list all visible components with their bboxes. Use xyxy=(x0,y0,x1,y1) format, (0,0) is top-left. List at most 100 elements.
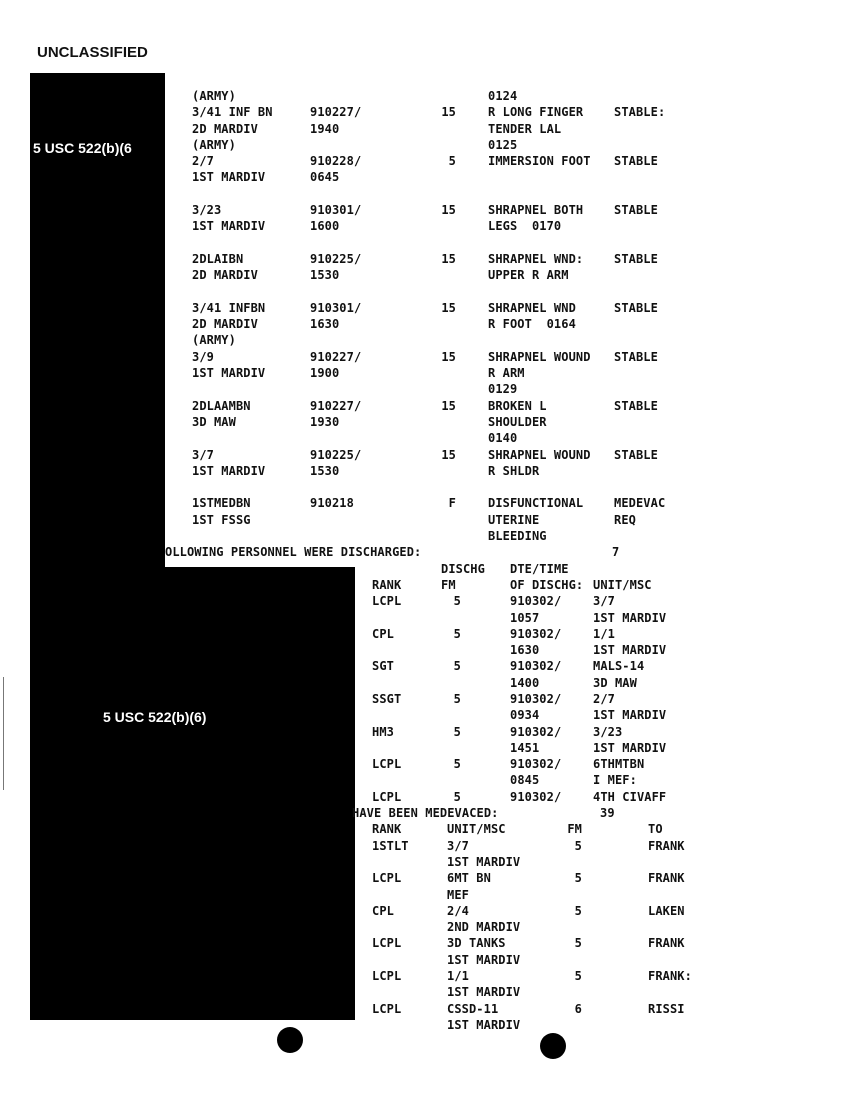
casualty-row-cell: STABLE xyxy=(614,447,658,462)
medevaced-row-cell: 5 xyxy=(574,871,582,886)
medevaced-row-cell: MEF xyxy=(447,887,469,902)
medevaced-row-cell: 1ST MARDIV xyxy=(447,985,521,1000)
discharged-row-cell: 5 xyxy=(453,757,461,772)
discharged-title: OLLOWING PERSONNEL WERE DISCHARGED: 7 xyxy=(0,545,850,561)
medevaced-header-cell: RANK xyxy=(372,822,402,837)
discharged-row: LCPL 5 910302/6THMTBN xyxy=(0,757,850,773)
casualty-row-cell: 2D MARDIV xyxy=(192,268,258,283)
discharged-row: 0934 1ST MARDIV xyxy=(0,708,850,724)
casualty-row-cell: 1940 xyxy=(310,121,340,136)
discharged-row-cell: LCPL xyxy=(372,757,402,772)
casualty-row-cell: 2D MARDIV xyxy=(192,121,258,136)
discharged-row-cell: LCPL xyxy=(372,594,402,609)
medevaced-row: 2ND MARDIV xyxy=(0,920,850,936)
discharged-header-cell: FM xyxy=(441,577,456,592)
discharged-row: 1057 1ST MARDIV xyxy=(0,611,850,627)
casualty-row-cell: SHOULDER xyxy=(488,414,547,429)
discharged-row-cell: MALS-14 xyxy=(593,659,645,674)
casualty-row: 3/41 INFBN 910301/15 SHRAPNEL WND STABLE xyxy=(0,301,850,317)
casualty-row: 1ST MARDIV 1600 LEGS 0170 xyxy=(0,219,850,235)
casualty-row-cell: SHRAPNEL WND xyxy=(488,300,576,315)
casualty-row-cell: 3D MAW xyxy=(192,414,236,429)
discharged-row-cell: 2/7 xyxy=(593,691,615,706)
medevaced-title-text: HAVE BEEN MEDEVACED: xyxy=(352,806,499,821)
medevaced-count: 39 xyxy=(600,806,615,821)
medevaced-row-cell: LCPL xyxy=(372,1001,402,1016)
casualty-row-cell: 3/41 INFBN xyxy=(192,300,266,315)
discharged-row-cell: SSGT xyxy=(372,691,402,706)
casualty-row-cell: 0125 xyxy=(488,137,518,152)
casualty-row: 3/7 910225/15 SHRAPNEL WOUND STABLE xyxy=(0,448,850,464)
medevaced-row-cell: 1/1 xyxy=(447,969,469,984)
discharged-row-cell: 0934 xyxy=(510,708,540,723)
casualty-row: 0129 xyxy=(0,382,850,398)
casualty-row-cell: 2/7 xyxy=(192,154,214,169)
casualty-row xyxy=(0,480,850,496)
casualty-row-cell: F xyxy=(448,496,456,511)
discharged-row-cell: 1ST MARDIV xyxy=(593,740,667,755)
discharged-row: 1400 3D MAW xyxy=(0,676,850,692)
casualty-row-cell: 1900 xyxy=(310,366,340,381)
casualty-row-cell: 910225/ xyxy=(310,251,362,266)
discharged-row-cell: 1451 xyxy=(510,740,540,755)
casualty-row-cell: 15 xyxy=(441,251,456,266)
medevaced-row-cell: LCPL xyxy=(372,871,402,886)
discharged-row-cell: 5 xyxy=(453,691,461,706)
casualty-row-cell: 1530 xyxy=(310,463,340,478)
casualty-row-cell: 910227/ xyxy=(310,105,362,120)
casualty-row-cell: 910301/ xyxy=(310,203,362,218)
medevaced-row-cell: 1ST MARDIV xyxy=(447,1017,521,1032)
casualty-row-cell: 910225/ xyxy=(310,447,362,462)
casualty-row-cell: BLEEDING xyxy=(488,529,547,544)
medevaced-row-cell: LCPL xyxy=(372,969,402,984)
discharged-row-cell: 1630 xyxy=(510,643,540,658)
casualty-row-cell: LEGS 0170 xyxy=(488,219,562,234)
discharged-row-cell: 910302/ xyxy=(510,789,562,804)
medevaced-row-cell: CPL xyxy=(372,903,394,918)
discharged-row-cell: 3D MAW xyxy=(593,675,637,690)
casualty-row-cell: SHRAPNEL WOUND xyxy=(488,447,591,462)
redaction-label-bottom: 5 USC 522(b)(6) xyxy=(103,709,207,725)
medevaced-row: LCPL CSSD-11 6 RISSI xyxy=(0,1002,850,1018)
discharged-header: DISCHG DTE/TIME xyxy=(0,562,850,578)
casualty-row-cell: 2DLAIBN xyxy=(192,251,244,266)
medevaced-row-cell: 1ST MARDIV xyxy=(447,854,521,869)
discharged-row-cell: 4TH CIVAFF xyxy=(593,789,667,804)
casualty-row: 1ST MARDIV 1530 R SHLDR xyxy=(0,464,850,480)
casualty-row-cell: UTERINE xyxy=(488,512,540,527)
discharged-row: LCPL 5 910302/4TH CIVAFF xyxy=(0,790,850,806)
medevaced-row: LCPL 1/1 5 FRANK: xyxy=(0,969,850,985)
casualty-row-cell: 1930 xyxy=(310,414,340,429)
casualty-row-cell: 1ST FSSG xyxy=(192,512,251,527)
discharged-row-cell: 910302/ xyxy=(510,626,562,641)
casualty-row-cell: REQ xyxy=(614,512,636,527)
casualty-row-cell: (ARMY) xyxy=(192,89,236,103)
medevaced-row-cell: LCPL xyxy=(372,936,402,951)
casualty-row-cell: STABLE xyxy=(614,203,658,218)
discharged-row: SSGT 5 910302/2/7 xyxy=(0,692,850,708)
casualty-row: 3/23 910301/15 SHRAPNEL BOTH STABLE xyxy=(0,203,850,219)
casualty-row-cell: 0140 xyxy=(488,431,518,446)
casualty-row-cell: BROKEN L xyxy=(488,398,547,413)
medevaced-row: MEF xyxy=(0,888,850,904)
casualty-row-cell: 5 xyxy=(448,154,456,169)
medevaced-row-cell: FRANK xyxy=(648,838,685,853)
discharged-row-cell: I MEF: xyxy=(593,773,637,788)
casualty-row-cell: 3/7 xyxy=(192,447,214,462)
medevaced-row-cell: 6 xyxy=(574,1001,582,1016)
casualty-row: 2D MARDIV 1940 TENDER LAL xyxy=(0,122,850,138)
casualty-row-cell: 15 xyxy=(441,300,456,315)
casualty-row-cell: 2D MARDIV xyxy=(192,317,258,332)
casualty-row: (ARMY) 0125 xyxy=(0,138,850,154)
casualty-row-cell: STABLE xyxy=(614,349,658,364)
casualty-row-cell: (ARMY) xyxy=(192,333,236,348)
casualty-row-cell: STABLE xyxy=(614,300,658,315)
casualty-row-cell: R ARM xyxy=(488,366,525,381)
casualty-row-cell: UPPER R ARM xyxy=(488,268,569,283)
casualty-row-cell: 910227/ xyxy=(310,349,362,364)
casualty-row: 0140 xyxy=(0,431,850,447)
casualty-row-cell: DISFUNCTIONAL xyxy=(488,496,584,511)
discharged-header-cell: UNIT/MSC xyxy=(593,577,652,592)
casualty-row-cell: 1STMEDBN xyxy=(192,496,251,511)
discharged-row-cell: 5 xyxy=(453,659,461,674)
